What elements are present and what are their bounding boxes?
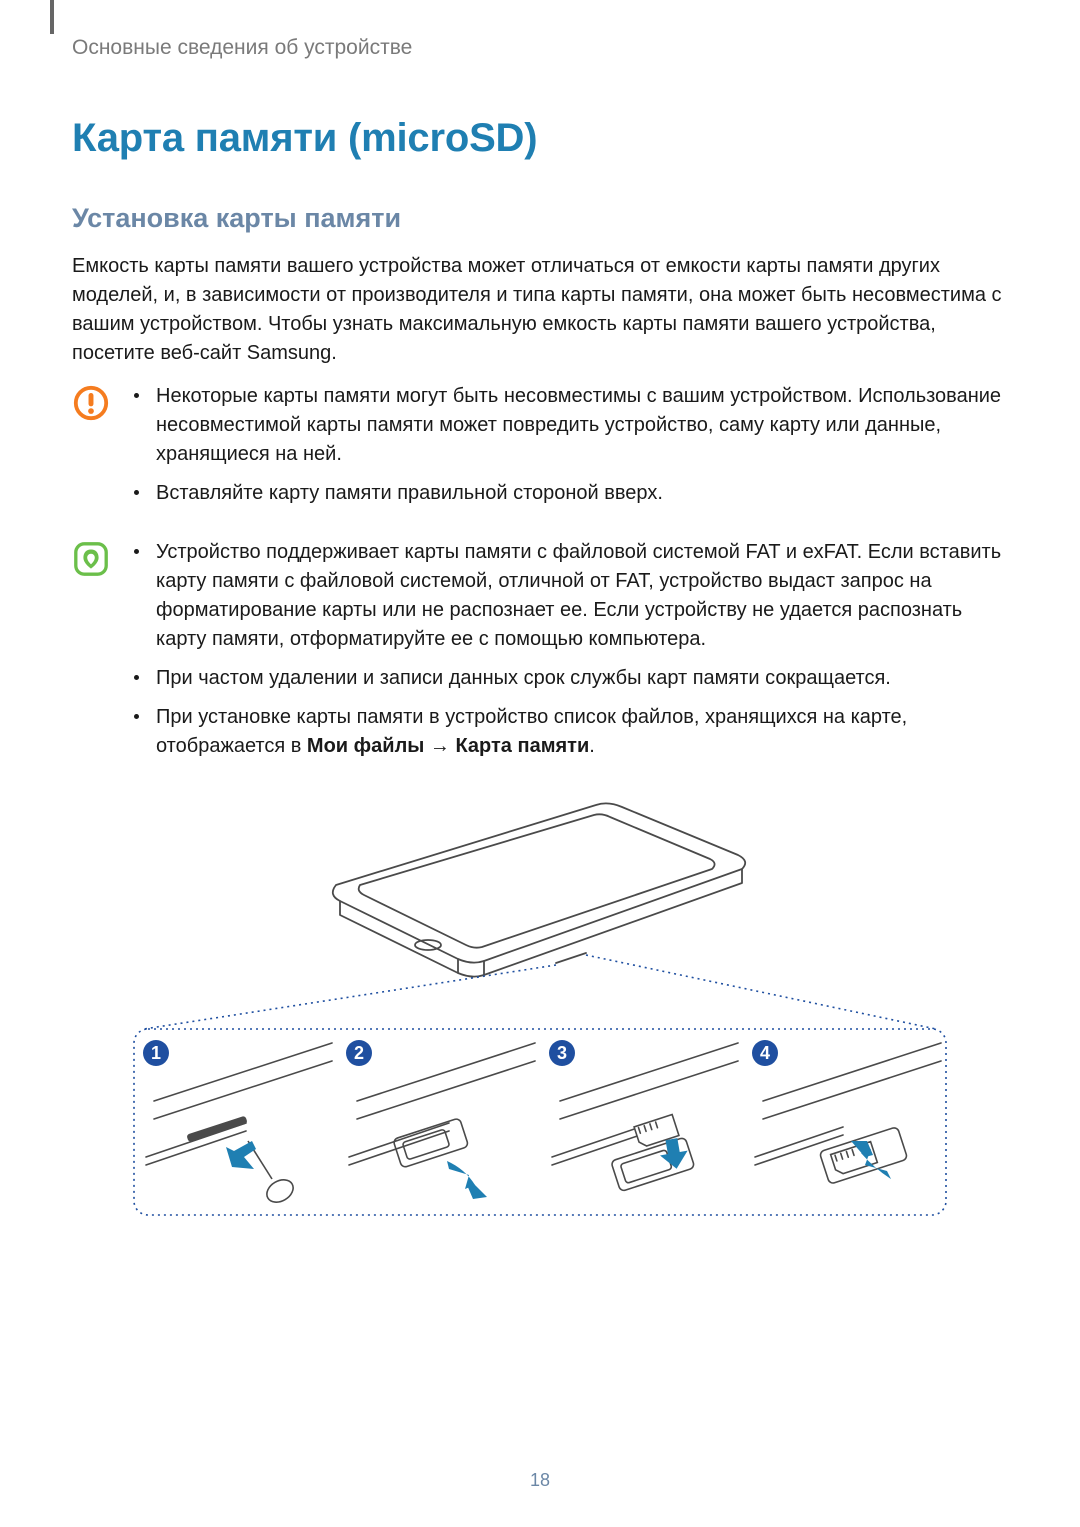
info-item: При частом удалении и записи данных срок… (128, 664, 1008, 693)
steps-callout-box (134, 1029, 946, 1215)
page-title: Карта памяти (microSD) (72, 116, 1008, 161)
caution-icon (72, 384, 110, 422)
accent-arrow (226, 1141, 256, 1169)
caution-item: Некоторые карты памяти могут быть несовм… (128, 382, 1008, 469)
info-item3-bold1: Мои файлы (307, 735, 424, 757)
info-body: Устройство поддерживает карты памяти с ф… (128, 538, 1008, 771)
figure-container: 1 (72, 793, 1008, 1228)
info-item3-bold2: Карта памяти (455, 735, 589, 757)
info-icon (72, 540, 110, 578)
step-number: 1 (151, 1043, 161, 1063)
step-number: 3 (557, 1043, 567, 1063)
step-4: 4 (752, 1040, 941, 1184)
step-3: 3 (549, 1040, 738, 1192)
info-item3-suffix: . (589, 735, 595, 757)
section-heading: Установка карты памяти (72, 203, 1008, 234)
caution-body: Некоторые карты памяти могут быть несовм… (128, 382, 1008, 518)
step-number: 4 (760, 1043, 770, 1063)
tablet-outline (333, 803, 745, 976)
step-2: 2 (346, 1040, 535, 1199)
breadcrumb: Основные сведения об устройстве (72, 36, 1008, 60)
info-item: При установке карты памяти в устройство … (128, 703, 1008, 761)
info-item: Устройство поддерживает карты памяти с ф… (128, 538, 1008, 654)
sd-install-diagram: 1 (126, 793, 954, 1228)
callout-lines (144, 955, 936, 1029)
caution-block: Некоторые карты памяти могут быть несовм… (72, 382, 1008, 518)
steps-group: 1 (143, 1040, 941, 1207)
info-block: Устройство поддерживает карты памяти с ф… (72, 538, 1008, 771)
manual-page: Основные сведения об устройстве Карта па… (0, 0, 1080, 1527)
page-number: 18 (0, 1470, 1080, 1491)
step-number: 2 (354, 1043, 364, 1063)
top-rule-decoration (50, 0, 54, 34)
intro-paragraph: Емкость карты памяти вашего устройства м… (72, 252, 1008, 368)
caution-item: Вставляйте карту памяти правильной сторо… (128, 479, 1008, 508)
step-1: 1 (143, 1040, 332, 1207)
arrow-glyph: → (424, 735, 455, 757)
